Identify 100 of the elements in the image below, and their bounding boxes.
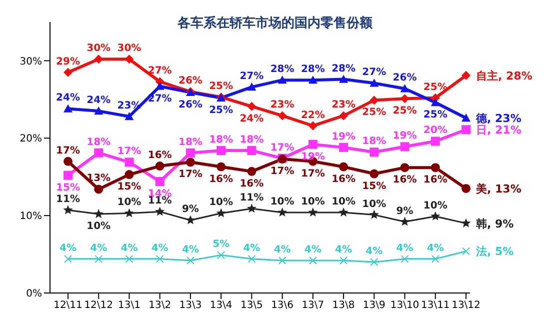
point — [155, 206, 165, 216]
data-label: 25% — [392, 106, 417, 117]
x-tick-label: 13\7 — [302, 300, 324, 312]
point — [370, 169, 379, 178]
data-label: 10% — [362, 198, 386, 210]
point — [340, 256, 348, 264]
x-tick-label: 13\11 — [420, 300, 450, 312]
data-label: 10% — [332, 196, 356, 208]
point — [64, 156, 72, 166]
text: 自主, 28% — [476, 69, 532, 82]
data-label: 24% — [56, 92, 80, 104]
point — [64, 104, 72, 112]
point — [431, 254, 440, 263]
data-label: 17% — [270, 166, 294, 178]
text: 日, 21% — [476, 124, 522, 137]
point — [64, 68, 72, 77]
data-label: 9% — [396, 206, 414, 217]
data-label: 18% — [86, 136, 111, 148]
data-label: 15% — [362, 180, 386, 192]
x-tick-label: 13\9 — [362, 300, 386, 312]
data-label: 10% — [117, 197, 142, 208]
point — [186, 148, 195, 158]
text: 德, 23% — [476, 112, 522, 126]
x-tick-label: 12\12 — [84, 300, 114, 312]
data-label: 10% — [270, 196, 294, 208]
point — [339, 142, 348, 152]
x-tick-label: 12\11 — [54, 300, 82, 312]
point — [124, 158, 134, 167]
data-label: 17% — [300, 168, 325, 180]
x-tick-label: 13\12 — [452, 300, 480, 312]
data-label: 19% — [332, 131, 356, 142]
point — [338, 207, 348, 217]
data-label: 23% — [270, 100, 294, 111]
data-label: 18% — [240, 134, 264, 146]
data-label: 16% — [209, 174, 234, 185]
data-label: 10% — [423, 200, 448, 212]
point — [64, 170, 72, 180]
point — [216, 208, 226, 218]
point — [94, 184, 104, 194]
point — [247, 102, 256, 111]
point — [186, 158, 195, 167]
data-label: 20% — [423, 125, 448, 136]
text: 美, 13% — [476, 182, 522, 196]
data-label: 16% — [392, 174, 417, 186]
point — [462, 184, 470, 193]
point — [155, 162, 164, 171]
data-label: 28% — [270, 64, 294, 76]
data-label: 4% — [304, 244, 322, 256]
data-label: 30% — [117, 43, 142, 54]
x-tick-label: 13\5 — [240, 300, 263, 312]
y-tick-label: 0% — [26, 288, 42, 300]
point — [308, 76, 318, 84]
point — [64, 254, 72, 263]
data-label: 27% — [240, 71, 264, 82]
data-label: 4% — [120, 242, 138, 254]
point — [339, 74, 348, 83]
point — [462, 247, 470, 256]
data-label: 27% — [148, 66, 172, 77]
point — [462, 70, 470, 80]
point — [155, 82, 164, 90]
data-label: 16% — [423, 174, 448, 186]
point — [246, 204, 256, 213]
data-label: 29% — [56, 56, 80, 68]
point — [400, 84, 410, 92]
x-tick-label: 13\4 — [210, 300, 232, 312]
point — [94, 209, 104, 218]
data-label: 25% — [423, 82, 448, 93]
point — [216, 162, 226, 172]
data-label: 24% — [86, 95, 111, 106]
point — [400, 163, 410, 172]
point — [400, 142, 410, 152]
point — [94, 106, 104, 115]
text: 韩, 9% — [476, 217, 514, 230]
data-label: 18% — [178, 136, 202, 148]
data-label: 15% — [117, 182, 142, 193]
x-tick-label: 13\3 — [179, 300, 202, 312]
text: 法, 5% — [476, 245, 514, 258]
point — [124, 112, 134, 120]
point — [124, 170, 134, 180]
data-label: 4% — [366, 246, 383, 258]
point — [94, 254, 103, 263]
data-label: 25% — [362, 107, 386, 118]
data-label: 4% — [243, 242, 260, 254]
data-label: 25% — [209, 104, 234, 116]
data-label: 22% — [300, 110, 325, 121]
data-label: 4% — [182, 244, 199, 256]
point — [308, 256, 317, 264]
x-tick-label: 13\10 — [390, 300, 420, 312]
point — [339, 111, 348, 120]
data-label: 11% — [56, 194, 80, 206]
point — [430, 211, 440, 220]
data-label: 17% — [270, 142, 294, 154]
data-label: 11% — [148, 196, 172, 207]
data-label: 19% — [392, 130, 417, 142]
data-label: 17% — [178, 169, 202, 180]
point — [186, 256, 194, 264]
point — [430, 98, 440, 106]
point — [308, 207, 318, 217]
point — [94, 148, 104, 158]
data-label: 18% — [209, 134, 234, 146]
